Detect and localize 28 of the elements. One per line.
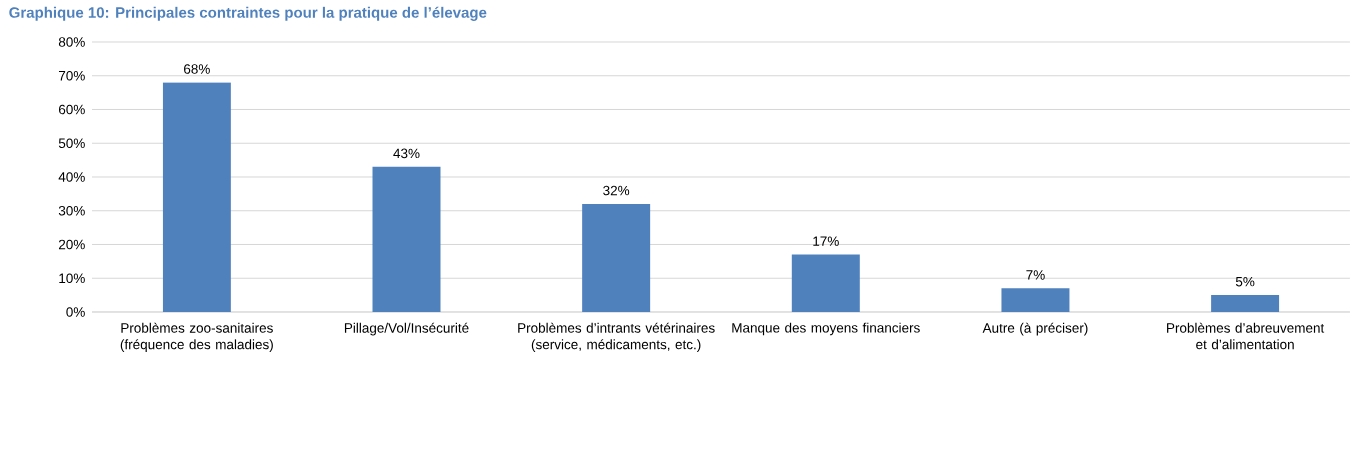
- data-label: 68%: [184, 64, 210, 74]
- x-tick-label: Problèmes zoo-sanitaires (fréquence des maladies): [120, 322, 273, 352]
- bar: [162, 82, 231, 312]
- x-tick-label: Pillage/Vol/Insécurité: [344, 322, 469, 336]
- x-tick-label: Manque des moyens financiers: [732, 322, 920, 336]
- x-tick-label: Problèmes d’abreuvement et d’alimentation: [1167, 322, 1325, 350]
- x-tick-label: Problèmes d’intrants vétérinaires (service, médicaments, etc.): [518, 322, 715, 352]
- y-tick-label: 70%: [58, 70, 85, 81]
- y-tick-label: 10%: [59, 273, 85, 284]
- y-tick-label: 0%: [66, 307, 85, 317]
- y-tick-label: 40%: [58, 172, 85, 182]
- data-label: 7%: [1026, 270, 1045, 280]
- y-tick-label: 60%: [58, 104, 85, 115]
- y-tick-label: 20%: [58, 239, 85, 250]
- data-label: 43%: [393, 148, 420, 159]
- y-tick-label: 30%: [58, 205, 85, 216]
- data-label: 32%: [603, 185, 630, 196]
- data-label: 17%: [813, 236, 839, 246]
- chart-title: Graphique 10: Principales contraintes pour la pratique de l’élevage: [9, 6, 487, 21]
- bar: [1001, 288, 1070, 312]
- bar: [1211, 295, 1280, 312]
- bar: [582, 203, 651, 312]
- x-tick-label: Autre (à préciser): [982, 322, 1088, 336]
- y-tick-label: 50%: [58, 138, 85, 149]
- data-label: 5%: [1235, 276, 1255, 287]
- bar: [791, 254, 860, 312]
- bar: [372, 166, 441, 312]
- y-tick-label: 80%: [58, 37, 85, 47]
